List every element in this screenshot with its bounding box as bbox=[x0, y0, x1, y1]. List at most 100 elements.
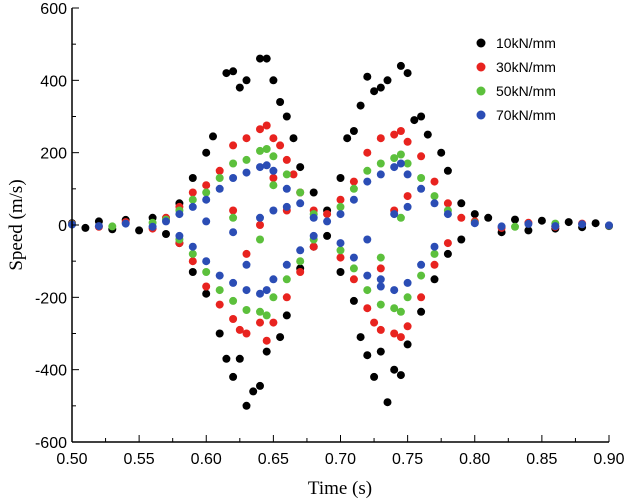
data-point bbox=[188, 202, 197, 211]
data-point bbox=[235, 354, 244, 363]
data-point bbox=[256, 289, 264, 298]
data-point bbox=[376, 275, 385, 284]
data-point bbox=[430, 177, 439, 186]
data-point bbox=[256, 381, 264, 390]
data-point bbox=[403, 170, 412, 179]
data-point bbox=[396, 213, 405, 222]
data-point bbox=[336, 246, 345, 255]
data-point bbox=[209, 132, 217, 141]
data-point bbox=[356, 101, 365, 110]
data-point bbox=[376, 347, 385, 356]
data-point bbox=[262, 311, 271, 320]
data-point bbox=[417, 174, 426, 182]
data-point bbox=[396, 371, 405, 380]
data-point bbox=[242, 76, 251, 85]
y-tick-label: 400 bbox=[40, 73, 67, 90]
data-point bbox=[363, 286, 372, 295]
data-point bbox=[229, 67, 238, 76]
data-point bbox=[511, 222, 519, 231]
data-point bbox=[256, 307, 264, 316]
x-tick-label: 0.50 bbox=[56, 451, 87, 468]
data-point bbox=[262, 347, 271, 356]
data-point bbox=[396, 333, 405, 342]
data-point bbox=[289, 134, 298, 143]
data-point bbox=[309, 231, 318, 240]
data-point bbox=[336, 210, 345, 219]
x-tick-label: 0.60 bbox=[191, 451, 222, 468]
data-point bbox=[235, 325, 244, 334]
x-tick-label: 0.55 bbox=[124, 451, 155, 468]
data-point bbox=[363, 148, 372, 157]
data-point bbox=[296, 246, 305, 255]
data-point bbox=[417, 271, 426, 280]
data-point bbox=[396, 307, 405, 316]
data-point bbox=[430, 260, 439, 269]
data-point bbox=[564, 218, 573, 227]
data-point bbox=[383, 398, 392, 407]
data-point bbox=[376, 170, 385, 179]
data-point bbox=[336, 268, 345, 276]
data-point bbox=[376, 325, 385, 334]
data-point bbox=[443, 166, 452, 175]
data-point bbox=[229, 315, 238, 323]
data-point bbox=[202, 289, 211, 298]
data-point bbox=[296, 199, 305, 208]
data-point bbox=[269, 174, 278, 182]
data-point bbox=[269, 293, 278, 302]
data-point bbox=[370, 87, 379, 96]
data-point bbox=[511, 215, 519, 224]
data-point bbox=[282, 112, 291, 121]
legend-marker bbox=[476, 38, 486, 48]
data-point bbox=[443, 210, 452, 219]
data-point bbox=[363, 166, 372, 175]
data-point bbox=[229, 159, 238, 168]
data-point bbox=[148, 222, 157, 231]
data-point bbox=[188, 188, 197, 197]
data-point bbox=[188, 268, 197, 276]
data-point bbox=[282, 155, 291, 164]
data-point bbox=[215, 286, 224, 295]
data-point bbox=[269, 152, 278, 161]
legend-marker bbox=[476, 86, 486, 96]
legend-label: 50kN/mm bbox=[496, 83, 556, 99]
data-point bbox=[202, 282, 211, 291]
data-point bbox=[262, 336, 271, 345]
data-point bbox=[343, 134, 352, 143]
data-point bbox=[363, 351, 372, 360]
data-point bbox=[256, 221, 264, 229]
data-point bbox=[202, 217, 211, 226]
data-point bbox=[423, 130, 432, 139]
data-point bbox=[376, 253, 385, 262]
data-point bbox=[188, 249, 197, 258]
data-point bbox=[256, 163, 264, 172]
data-point bbox=[410, 116, 419, 125]
data-point bbox=[396, 150, 405, 159]
x-tick-label: 0.65 bbox=[258, 451, 289, 468]
data-point bbox=[108, 222, 117, 231]
data-point bbox=[524, 226, 533, 235]
x-tick-label: 0.80 bbox=[459, 451, 490, 468]
axes: 0.50 0.55 0.60 0.65 0.70 0.75 0.80 0.85 0.90 600 4… bbox=[35, 1, 625, 468]
series-10kN-mm bbox=[68, 54, 613, 410]
data-point bbox=[242, 168, 251, 177]
data-point bbox=[229, 278, 238, 287]
data-point bbox=[202, 181, 211, 190]
data-point bbox=[229, 174, 238, 182]
data-point bbox=[336, 202, 345, 211]
data-point bbox=[249, 387, 258, 396]
data-point bbox=[269, 134, 278, 143]
data-point bbox=[296, 163, 305, 172]
data-point bbox=[403, 278, 412, 287]
data-point bbox=[202, 268, 211, 276]
data-point bbox=[376, 282, 385, 291]
data-point bbox=[256, 213, 264, 222]
data-point bbox=[162, 230, 170, 238]
data-point bbox=[229, 206, 238, 215]
legend-marker bbox=[476, 110, 486, 120]
data-point bbox=[282, 260, 291, 269]
data-point bbox=[262, 161, 271, 170]
legend-label: 30kN/mm bbox=[496, 59, 556, 75]
y-tick-label: 600 bbox=[40, 1, 67, 18]
data-point bbox=[309, 242, 318, 251]
data-point bbox=[282, 184, 291, 193]
